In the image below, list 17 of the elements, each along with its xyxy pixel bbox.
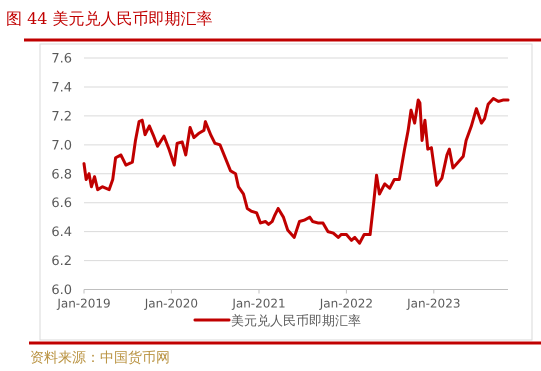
y-tick-label: 6.8 xyxy=(51,167,72,182)
y-tick-label: 6.0 xyxy=(51,283,72,298)
y-tick-label: 6.4 xyxy=(51,225,72,240)
y-tick-label: 7.6 xyxy=(51,52,72,66)
x-tick-label: Jan-2020 xyxy=(144,296,198,310)
y-tick-label: 6.6 xyxy=(51,196,72,212)
y-tick-label: 6.2 xyxy=(51,254,72,270)
y-tick-label: 7.2 xyxy=(51,109,72,124)
y-tick-label: 7.4 xyxy=(51,80,72,96)
text: 资料来源：中国货币网 xyxy=(30,350,170,366)
y-tick-label: 7.0 xyxy=(51,138,72,154)
title: 图 44 美元兑人民币即期汇率 xyxy=(6,9,213,28)
x-tick-label: Jan-2021 xyxy=(231,296,286,310)
x-tick-label: Jan-2023 xyxy=(406,296,460,310)
x-tick-label: Jan-2019 xyxy=(56,296,111,310)
x-tick-label: Jan-2022 xyxy=(318,296,374,310)
legend-label: 美元兑人民币即期汇率 xyxy=(231,313,361,329)
